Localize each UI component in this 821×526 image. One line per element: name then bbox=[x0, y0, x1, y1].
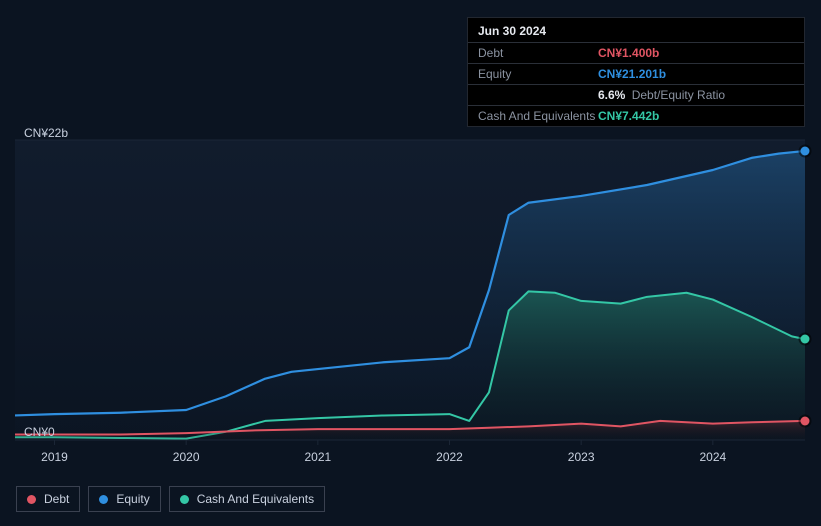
x-tick-label: 2022 bbox=[436, 450, 463, 464]
legend-swatch-icon bbox=[180, 495, 189, 504]
x-tick-label: 2020 bbox=[173, 450, 200, 464]
y-axis-min-label: CN¥0 bbox=[24, 425, 55, 439]
chart-plot-svg[interactable] bbox=[0, 0, 821, 526]
x-tick-label: 2023 bbox=[568, 450, 595, 464]
legend-item-label: Equity bbox=[116, 492, 149, 506]
legend-swatch-icon bbox=[27, 495, 36, 504]
chart-legend: Debt Equity Cash And Equivalents bbox=[16, 486, 325, 512]
end-marker-debt bbox=[801, 416, 810, 425]
legend-item-cash[interactable]: Cash And Equivalents bbox=[169, 486, 325, 512]
x-tick-label: 2019 bbox=[41, 450, 68, 464]
y-axis-max-label: CN¥22b bbox=[24, 126, 68, 140]
legend-item-equity[interactable]: Equity bbox=[88, 486, 160, 512]
x-tick-label: 2024 bbox=[699, 450, 726, 464]
legend-swatch-icon bbox=[99, 495, 108, 504]
legend-item-debt[interactable]: Debt bbox=[16, 486, 80, 512]
x-tick-label: 2021 bbox=[304, 450, 331, 464]
end-marker-cash bbox=[801, 335, 810, 344]
legend-item-label: Cash And Equivalents bbox=[197, 492, 314, 506]
end-marker-equity bbox=[801, 146, 810, 155]
finance-chart-card: Jun 30 2024 DebtCN¥1.400bEquityCN¥21.201… bbox=[0, 0, 821, 526]
legend-item-label: Debt bbox=[44, 492, 69, 506]
